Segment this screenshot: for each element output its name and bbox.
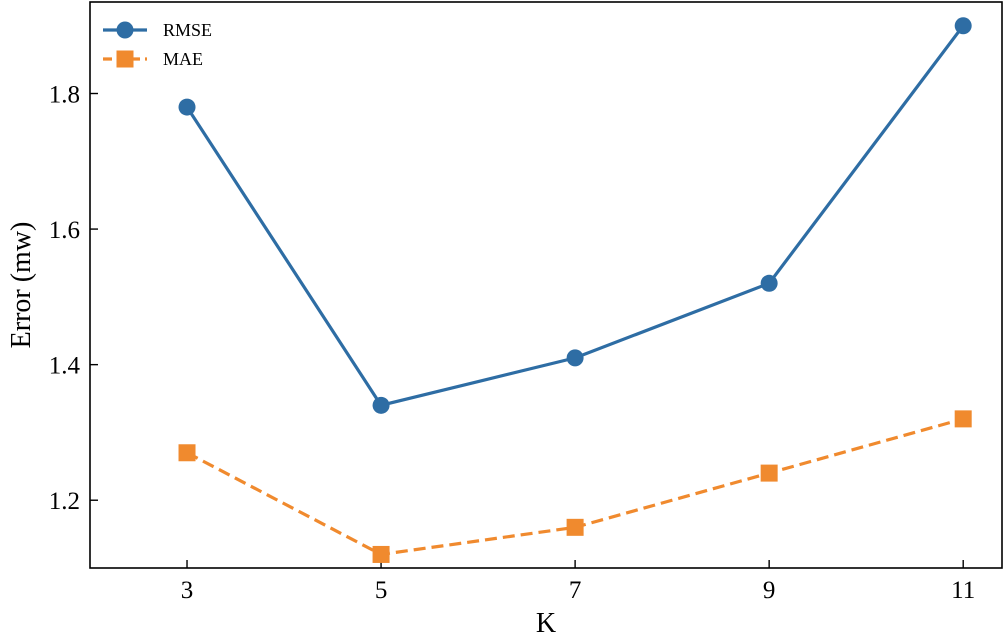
rmse-point-3	[178, 98, 196, 116]
mae-point-3	[178, 444, 196, 462]
mae-point-7	[566, 518, 584, 536]
rmse-point-11	[954, 17, 972, 35]
y-tick-label-1.6: 1.6	[49, 217, 80, 244]
x-tick-label-11: 11	[951, 577, 975, 604]
mae-point-11	[954, 410, 972, 428]
y-tick-label-1.8: 1.8	[49, 82, 80, 109]
x-tick-label-9: 9	[763, 577, 776, 604]
mae-point-9	[760, 464, 778, 482]
x-axis-title: K	[536, 608, 556, 638]
rmse-series-line	[185, 24, 965, 407]
x-tick-label-5: 5	[375, 577, 388, 604]
legend-mae-label: MAE	[163, 49, 203, 69]
y-axis-title: Error (mw)	[6, 222, 37, 349]
y-tick-label-1.2: 1.2	[49, 488, 80, 515]
legend-rmse-marker	[116, 21, 134, 39]
axis-ticks: 3 5 7 9 11 1.2 1.4 1.6 1.8	[49, 82, 975, 604]
legend-rmse-label: RMSE	[163, 20, 212, 40]
series-layer	[178, 17, 972, 563]
y-tick-label-1.4: 1.4	[49, 353, 81, 380]
mae-point-5	[372, 545, 390, 563]
plot-frame	[89, 1, 1003, 569]
legend: RMSE MAE	[103, 20, 212, 69]
rmse-point-9	[760, 274, 778, 292]
rmse-point-7	[566, 349, 584, 367]
rmse-point-5	[372, 396, 390, 414]
x-tick-label-7: 7	[569, 577, 582, 604]
legend-mae-marker	[116, 50, 134, 68]
x-tick-label-3: 3	[181, 577, 194, 604]
